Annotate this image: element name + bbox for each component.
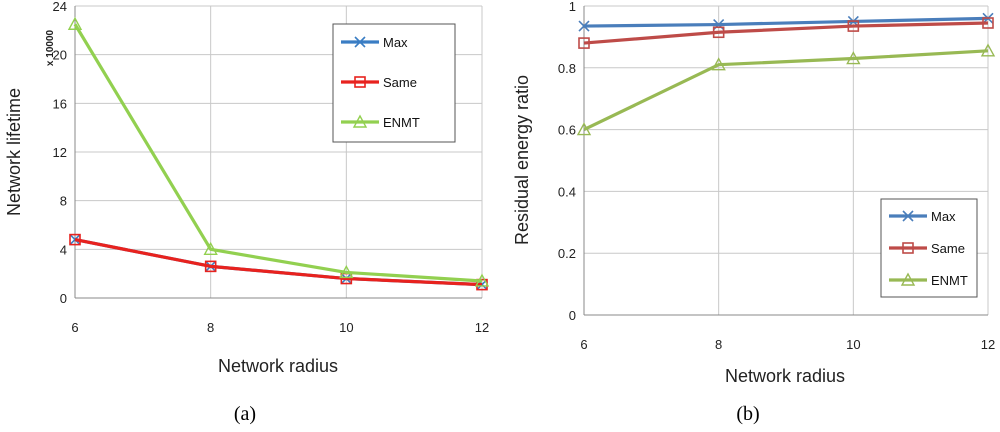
chart-a-y-multiplier: x 10000 <box>45 29 56 66</box>
chart-a-y-tick: 0 <box>60 291 67 306</box>
chart-a-grid <box>75 5 483 298</box>
chart-b-legend-marker-same <box>902 242 914 254</box>
chart-a-y-tick: 20 <box>53 48 67 63</box>
chart-b-point-max <box>578 20 590 32</box>
chart-a-line-same <box>74 238 483 287</box>
chart-a-x-tick: 6 <box>71 320 78 335</box>
chart-a-legend-label: Same <box>383 75 417 90</box>
chart-a-line-enmt <box>73 23 483 283</box>
chart-b-legend: Max Same ENMT <box>880 198 978 298</box>
chart-b-x-label: Network radius <box>725 366 845 386</box>
chart-b-y-tick: 1 <box>569 0 576 14</box>
chart-b-line-max <box>583 16 989 28</box>
chart-a-x-tick: 10 <box>339 320 353 335</box>
chart-a-series <box>67 16 490 291</box>
chart-b-x-tick: 8 <box>715 337 722 352</box>
chart-b-x-tick: 12 <box>981 337 995 352</box>
chart-b-x-tick: 6 <box>580 337 587 352</box>
chart-a-y-tick: 8 <box>60 194 67 209</box>
chart-b-y-tick: 0.6 <box>558 123 576 138</box>
chart-b-ticks: 0 0.2 0.4 0.6 0.8 1 6 8 10 12 <box>558 0 995 352</box>
chart-b-point-same <box>982 17 994 29</box>
chart-a-x-tick: 12 <box>475 320 489 335</box>
chart-b-line-enmt <box>583 49 989 132</box>
chart-a-x-tick: 8 <box>207 320 214 335</box>
chart-a-x-label: Network radius <box>218 356 338 376</box>
chart-b: 0 0.2 0.4 0.6 0.8 1 6 8 10 12 Residual energy rat… <box>512 0 995 425</box>
chart-a-legend-label: ENMT <box>383 115 420 130</box>
chart-b-y-tick: 0.8 <box>558 61 576 76</box>
chart-b-point-enmt <box>846 51 861 65</box>
chart-a-point-enmt <box>339 264 354 279</box>
chart-a-legend-marker-max <box>354 36 366 48</box>
chart-a-y-label: Network lifetime <box>4 88 24 216</box>
chart-a-point-enmt <box>203 241 218 256</box>
chart-b-legend-label: Same <box>931 241 965 256</box>
chart-b-legend-marker-enmt <box>900 272 916 286</box>
chart-a-point-enmt <box>474 273 490 287</box>
chart-b-point-same <box>847 20 860 32</box>
chart-b-legend-marker-max <box>902 210 914 222</box>
chart-b-x-tick: 10 <box>846 337 860 352</box>
chart-a-y-tick: 4 <box>60 242 67 257</box>
chart-b-series <box>576 12 996 136</box>
chart-a-point-same <box>69 233 81 246</box>
chart-b-point-enmt <box>576 122 592 136</box>
chart-a: 0 4 8 12 16 20 24 6 8 10 12 Network lifetime x 100… <box>4 0 489 425</box>
chart-a-point-same <box>204 260 217 273</box>
chart-b-y-tick: 0.4 <box>558 184 576 199</box>
chart-a-caption: (a) <box>234 403 256 425</box>
chart-a-y-tick: 24 <box>53 0 67 14</box>
chart-b-point-enmt <box>711 57 726 71</box>
chart-b-y-tick: 0.2 <box>558 246 576 261</box>
chart-a-point-enmt <box>67 16 83 30</box>
chart-b-line-same <box>583 21 989 45</box>
chart-b-point-same <box>578 37 590 49</box>
chart-a-legend: Max Same ENMT <box>332 23 456 143</box>
chart-a-y-tick: 12 <box>53 145 67 160</box>
chart-a-legend-marker-same <box>354 76 366 88</box>
chart-a-ticks: 0 4 8 12 16 20 24 6 8 10 12 <box>53 0 490 335</box>
chart-b-legend-label: Max <box>931 209 956 224</box>
chart-b-point-same <box>712 26 725 39</box>
chart-b-caption: (b) <box>736 403 759 425</box>
chart-b-y-tick: 0 <box>569 308 576 323</box>
chart-a-y-tick: 16 <box>53 96 67 111</box>
chart-b-point-enmt <box>980 43 996 57</box>
chart-a-legend-label: Max <box>383 35 408 50</box>
chart-b-legend-label: ENMT <box>931 273 968 288</box>
chart-a-legend-marker-enmt <box>352 114 368 128</box>
chart-b-y-label: Residual energy ratio <box>512 75 532 245</box>
